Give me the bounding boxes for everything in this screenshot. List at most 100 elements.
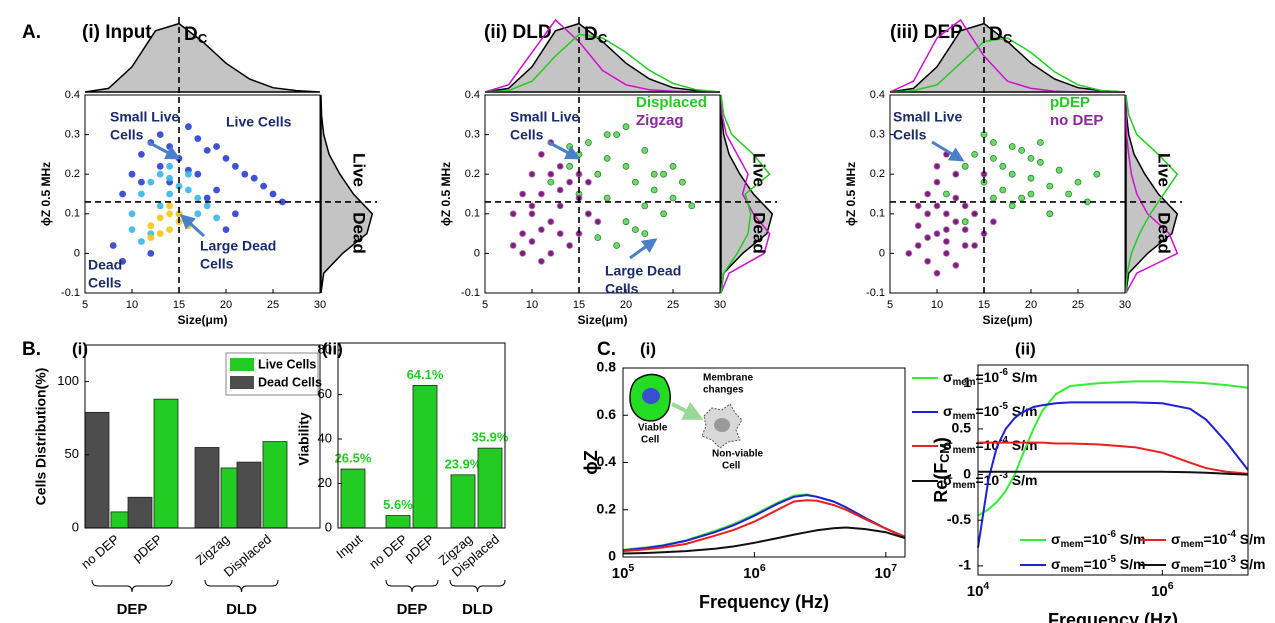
point bbox=[585, 210, 592, 218]
legend-label: Dead Cells bbox=[258, 375, 322, 389]
point bbox=[660, 210, 667, 218]
point bbox=[241, 170, 249, 178]
x-axis-label: Size(μm) bbox=[577, 313, 627, 327]
legend-swatch bbox=[230, 376, 254, 389]
point bbox=[203, 202, 211, 210]
point bbox=[519, 190, 526, 198]
point bbox=[279, 198, 286, 206]
y-tick-label: -0.5 bbox=[947, 511, 971, 527]
point bbox=[166, 143, 174, 150]
legend-label: σmem=10-3 S/m bbox=[943, 470, 1038, 491]
point bbox=[999, 186, 1007, 194]
bar bbox=[127, 496, 153, 529]
annotation: Small Live bbox=[893, 109, 962, 125]
point bbox=[109, 242, 117, 249]
point bbox=[119, 257, 126, 265]
y-tick-label: 0.8 bbox=[597, 359, 617, 375]
point bbox=[952, 261, 960, 269]
bar bbox=[262, 441, 288, 529]
point bbox=[1027, 190, 1035, 198]
point bbox=[961, 202, 969, 210]
threshold-label: DC bbox=[989, 24, 1013, 46]
point bbox=[528, 202, 536, 210]
x-tick-label: 25 bbox=[1072, 299, 1084, 311]
y-tick-label: 0 bbox=[879, 247, 885, 259]
annotation-arrow bbox=[179, 213, 206, 238]
x-tick-label: 20 bbox=[620, 299, 632, 311]
inset-label: Membrane bbox=[703, 373, 753, 384]
point bbox=[1055, 166, 1063, 174]
y-tick-label: 0.3 bbox=[870, 129, 885, 141]
group-bracket bbox=[449, 579, 506, 593]
annotation: Cells bbox=[605, 281, 639, 297]
x-tick-label: 25 bbox=[267, 299, 279, 311]
point bbox=[538, 226, 545, 234]
group-label: DLD bbox=[226, 601, 257, 618]
point bbox=[924, 190, 931, 198]
point bbox=[1065, 190, 1072, 198]
x-axis-label: Frequency (Hz) bbox=[1048, 610, 1178, 623]
annotation: Cells bbox=[88, 275, 122, 291]
y-tick-label: 0 bbox=[963, 465, 971, 481]
threshold-label: DC bbox=[584, 24, 608, 46]
point bbox=[650, 186, 658, 194]
point bbox=[232, 162, 239, 170]
axes-frame bbox=[977, 364, 1249, 576]
point bbox=[128, 170, 136, 178]
point bbox=[538, 190, 545, 198]
point bbox=[669, 194, 677, 202]
group-label: DEP bbox=[397, 601, 428, 618]
point bbox=[250, 174, 258, 182]
x-tick-label: 104 bbox=[967, 580, 990, 600]
y-tick-label: 40 bbox=[318, 430, 332, 445]
point bbox=[1027, 174, 1035, 182]
line bbox=[978, 441, 1249, 475]
point bbox=[119, 190, 126, 198]
point bbox=[603, 194, 611, 202]
region-label: Live bbox=[1155, 153, 1174, 187]
point bbox=[1046, 182, 1054, 190]
y-tick-label: -0.1 bbox=[61, 287, 80, 299]
legend-label: σmem=10-6 S/m bbox=[943, 367, 1038, 388]
point bbox=[1037, 139, 1044, 146]
x-tick-label: 25 bbox=[667, 299, 679, 311]
point bbox=[203, 147, 211, 154]
point bbox=[952, 170, 960, 178]
y-axis-label: Re(FCM) bbox=[931, 437, 953, 503]
point bbox=[566, 143, 573, 150]
y-tick-label: 1 bbox=[963, 374, 971, 390]
value-label: 64.1% bbox=[407, 367, 444, 382]
legend-label: σmem=10-5 S/m bbox=[1051, 554, 1146, 575]
point bbox=[622, 162, 630, 170]
point bbox=[138, 190, 145, 198]
point bbox=[156, 214, 164, 222]
point bbox=[185, 123, 192, 131]
point bbox=[156, 170, 164, 178]
point bbox=[566, 162, 573, 170]
point bbox=[971, 242, 978, 249]
annotation: Small Live bbox=[110, 109, 179, 125]
point bbox=[175, 182, 183, 190]
y-tick-label: 20 bbox=[318, 475, 332, 490]
bar bbox=[385, 515, 411, 529]
x-tick-label: 5 bbox=[482, 299, 488, 311]
point bbox=[509, 210, 517, 218]
point bbox=[961, 218, 969, 226]
legend-label: σmem=10-5 S/m bbox=[943, 401, 1038, 422]
inset-label: Cell bbox=[641, 435, 660, 446]
point bbox=[222, 155, 230, 162]
x-tick-label: 10 bbox=[126, 299, 138, 311]
marginal-y bbox=[320, 94, 374, 294]
y-tick-label: -0.1 bbox=[461, 287, 480, 299]
x-tick-label: 20 bbox=[220, 299, 232, 311]
x-tick-label: 15 bbox=[978, 299, 990, 311]
point bbox=[914, 242, 922, 249]
point bbox=[547, 218, 555, 226]
point bbox=[166, 174, 174, 182]
y-tick-label: 0.2 bbox=[597, 500, 617, 516]
point bbox=[232, 210, 239, 218]
y-tick-label: 0.5 bbox=[952, 420, 972, 436]
bar bbox=[450, 474, 476, 529]
point bbox=[1093, 170, 1101, 178]
chart-title: (iii) DEP bbox=[890, 22, 963, 43]
